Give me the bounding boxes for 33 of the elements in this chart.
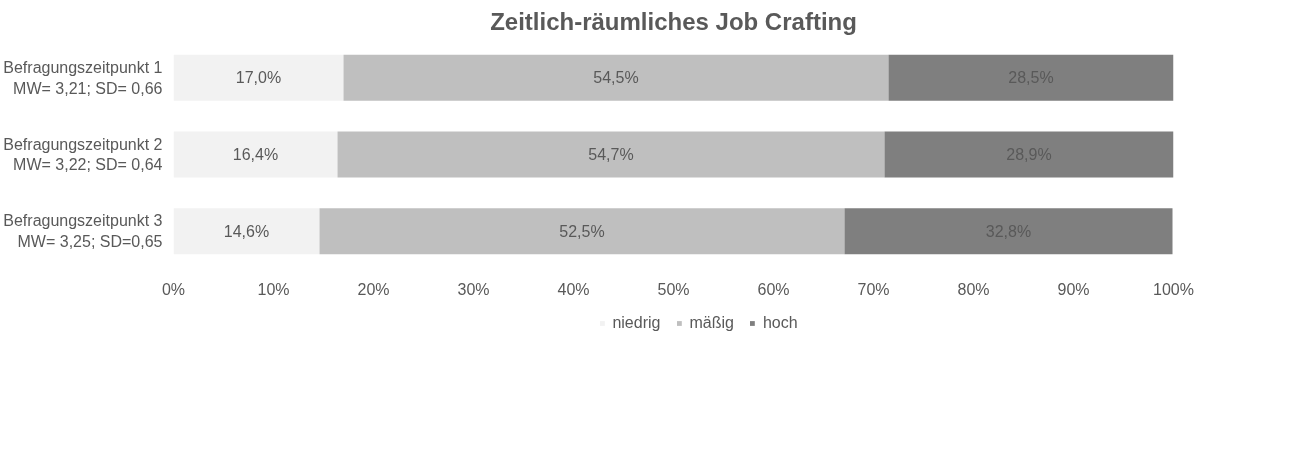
y-tick-label: Befragungszeitpunkt 3 MW= 3,25; SD=0,65	[3, 212, 163, 250]
data-label: 52,5%	[559, 222, 605, 240]
bar	[844, 208, 1173, 255]
bar	[888, 54, 1174, 101]
x-tick-label: 80%	[957, 280, 990, 298]
legend-label: mäßig	[689, 313, 734, 332]
data-label: 14,6%	[223, 222, 270, 240]
x-tick-label: 20%	[357, 280, 390, 298]
bar	[319, 208, 845, 255]
bar	[173, 208, 320, 255]
bar	[173, 54, 344, 101]
x-tick-label: 100%	[1153, 280, 1194, 298]
data-label: 17,0%	[235, 69, 282, 87]
bar	[337, 131, 885, 178]
x-tick-label: 30%	[457, 280, 490, 298]
data-label: 54,7%	[588, 146, 634, 163]
bar	[343, 54, 889, 101]
x-tick-label: 90%	[1057, 280, 1090, 298]
x-tick-label: 40%	[557, 280, 590, 298]
legend-label: hoch	[762, 313, 798, 332]
legend-label: niedrig	[612, 313, 661, 332]
bar	[173, 131, 338, 178]
data-label: 16,4%	[232, 146, 279, 163]
x-tick-label: 0%	[161, 280, 186, 298]
x-tick-label: 10%	[257, 280, 290, 298]
y-tick-label: Befragungszeitpunkt 1 MW= 3,21; SD= 0,66	[3, 59, 163, 97]
data-label: 54,5%	[593, 69, 639, 87]
x-tick-label: 50%	[657, 280, 690, 298]
bar	[884, 131, 1174, 178]
chart-title: Zeitlich-räumliches Job Crafting	[490, 7, 857, 35]
x-tick-label: 70%	[857, 280, 890, 298]
x-tick-label: 60%	[757, 280, 790, 298]
y-tick-label: Befragungszeitpunkt 2 MW= 3,22; SD= 0,64	[3, 135, 163, 174]
